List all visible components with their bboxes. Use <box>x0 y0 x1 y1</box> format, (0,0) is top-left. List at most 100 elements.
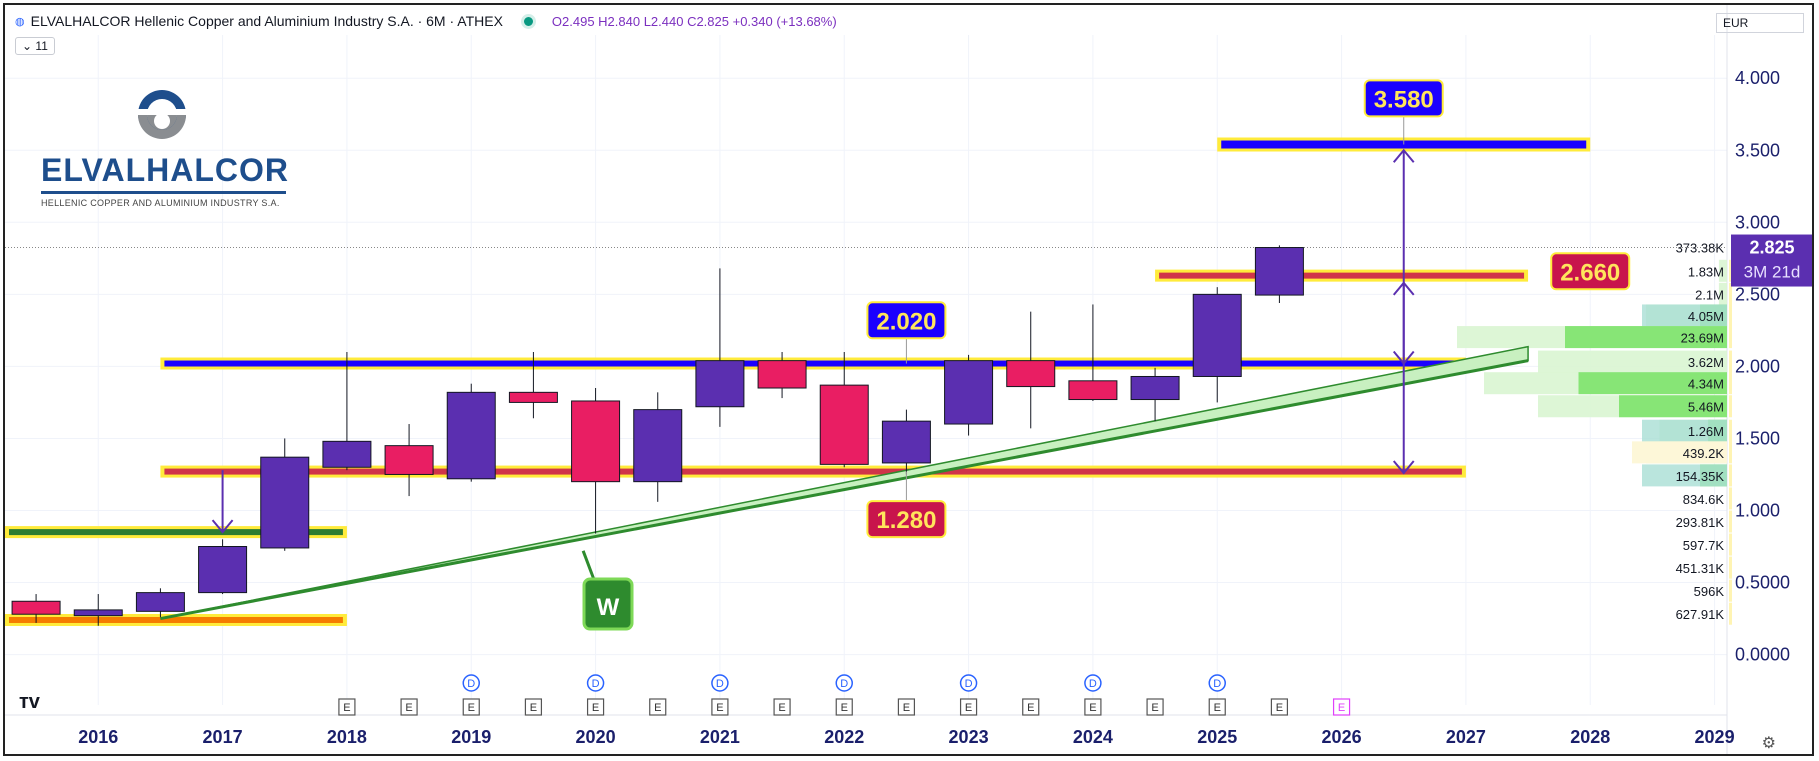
last-price-tag <box>1731 234 1812 287</box>
volume-profile-bar <box>1718 282 1727 305</box>
earnings-marker <box>1146 698 1164 716</box>
dividend-marker <box>586 674 605 692</box>
dividend-marker <box>711 674 729 692</box>
globe-icon: ◍ <box>15 15 25 28</box>
x-tick-label: 2020 <box>576 727 616 747</box>
level-label-text: 2.020 <box>876 308 936 335</box>
y-tick-label: 4.000 <box>1735 68 1780 88</box>
level-label-box <box>1363 79 1444 118</box>
currency-selector[interactable]: EUR <box>1716 13 1804 33</box>
volume-profile-edge <box>1729 441 1732 464</box>
settings-icon[interactable]: ⚙ <box>1761 735 1776 752</box>
y-tick-label: 0.5000 <box>1735 573 1790 593</box>
volume-profile-bar-value-area <box>1619 395 1727 418</box>
volume-profile-edge <box>1729 259 1732 282</box>
company-logo: ELVALHALCOR HELLENIC COPPER AND ALUMINIU… <box>41 87 291 208</box>
logo-subtitle: HELLENIC COPPER AND ALUMINIUM INDUSTRY S… <box>41 198 280 208</box>
logo-rule <box>41 191 286 194</box>
x-tick-label: 2028 <box>1570 727 1610 747</box>
volume-profile-label: 451.31K <box>1676 561 1725 576</box>
volume-profile-edge <box>1729 395 1732 418</box>
candle-bull <box>1192 293 1242 377</box>
candle-bull <box>1254 247 1304 296</box>
candle-bear <box>819 384 869 465</box>
x-tick-label: 2029 <box>1695 727 1735 747</box>
volume-profile-bar <box>1538 350 1727 373</box>
earnings-marker-label: E <box>1338 702 1345 714</box>
x-tick-label: 2025 <box>1197 727 1237 747</box>
volume-profile-bar <box>1718 259 1727 282</box>
volume-profile-edge <box>1729 464 1732 487</box>
volume-profile-label: 1.83M <box>1688 264 1724 279</box>
market-status-icon <box>520 13 536 29</box>
price-chart[interactable]: 4.000 3.500 3.000 2.500 2.000 1.500 1.000 0.500… <box>5 5 1814 756</box>
level-box-fill <box>9 616 343 623</box>
earnings-marker <box>959 698 978 716</box>
earnings-marker <box>586 698 605 716</box>
volume-profile-edge <box>1729 602 1732 625</box>
volume-profile-edge <box>1729 487 1732 510</box>
indicators-toggle[interactable]: ⌄ 11 <box>15 37 55 55</box>
earnings-marker <box>773 698 791 716</box>
earnings-marker <box>1022 698 1040 716</box>
volume-profile-bar-value-area <box>1565 326 1727 349</box>
earnings-marker-label: E <box>1276 702 1283 714</box>
tradingview-logo-icon[interactable]: ᴛᴠ <box>19 691 40 713</box>
level-box-fill <box>1159 272 1525 279</box>
dividend-marker-label: D <box>592 678 600 690</box>
chevron-down-icon: ⌄ <box>22 39 33 53</box>
chart-window: 4.000 3.500 3.000 2.500 2.000 1.500 1.000 0.500… <box>3 3 1814 756</box>
symbol-title[interactable]: ELVALHALCOR Hellenic Copper and Aluminiu… <box>30 13 503 29</box>
candle-bear <box>571 400 621 483</box>
last-price-value: 2.825 <box>1749 238 1794 258</box>
earnings-marker <box>649 698 667 716</box>
level-label-text: 1.280 <box>876 507 936 534</box>
x-tick-label: 2021 <box>700 727 740 747</box>
candle-bear <box>11 600 61 615</box>
earnings-marker-label: E <box>1027 702 1034 714</box>
volume-profile-label: 5.46M <box>1688 400 1724 415</box>
measure-arrowhead <box>1392 460 1415 475</box>
dividend-marker-label: D <box>965 678 973 690</box>
earnings-marker <box>1270 698 1289 716</box>
trend-label-box <box>582 577 634 631</box>
earnings-marker-label: E <box>1151 702 1158 714</box>
volume-profile-label: 596K <box>1694 584 1725 599</box>
volume-profile-edge <box>1729 579 1732 602</box>
volume-profile-edge <box>1729 350 1732 373</box>
measure-arrowhead <box>1392 281 1415 296</box>
volume-profile-edge <box>1729 556 1732 579</box>
y-tick-label: 3.500 <box>1735 140 1780 160</box>
measure-arrowhead <box>211 519 234 534</box>
volume-profile-label: 4.05M <box>1688 309 1724 324</box>
candle-bull <box>944 360 994 425</box>
candle-bull <box>1130 375 1180 401</box>
volume-profile-edge <box>1729 419 1732 442</box>
candle-bull <box>73 609 123 617</box>
volume-profile-label: 2.1M <box>1695 287 1724 302</box>
earnings-marker-label: E <box>1214 702 1221 714</box>
candle-bear <box>508 391 558 403</box>
level-label-text: 2.660 <box>1560 259 1620 286</box>
x-tick-label: 2027 <box>1446 727 1486 747</box>
level-label-box <box>866 301 947 340</box>
earnings-marker <box>338 698 356 716</box>
volume-profile-label: 627.91K <box>1676 607 1725 622</box>
candle-bull <box>446 391 496 480</box>
volume-profile-label: 834.6K <box>1683 492 1725 507</box>
dividend-marker-label: D <box>1213 678 1221 690</box>
candle-bull <box>260 456 310 549</box>
earnings-marker-label: E <box>903 702 910 714</box>
candle-bull <box>881 420 931 464</box>
x-tick-label: 2022 <box>824 727 864 747</box>
volume-profile-label: 154.35K <box>1676 469 1725 484</box>
trend-label-text: W <box>597 594 620 621</box>
volume-profile-label: 4.34M <box>1688 377 1724 392</box>
bar-countdown: 3M 21d <box>1744 263 1801 282</box>
y-tick-label: 2.000 <box>1735 356 1780 376</box>
volume-profile-label: 293.81K <box>1676 515 1725 530</box>
volume-profile-label: 439.2K <box>1683 446 1725 461</box>
dividend-marker-label: D <box>716 678 724 690</box>
x-tick-label: 2026 <box>1322 727 1362 747</box>
candle-bull <box>198 546 248 594</box>
